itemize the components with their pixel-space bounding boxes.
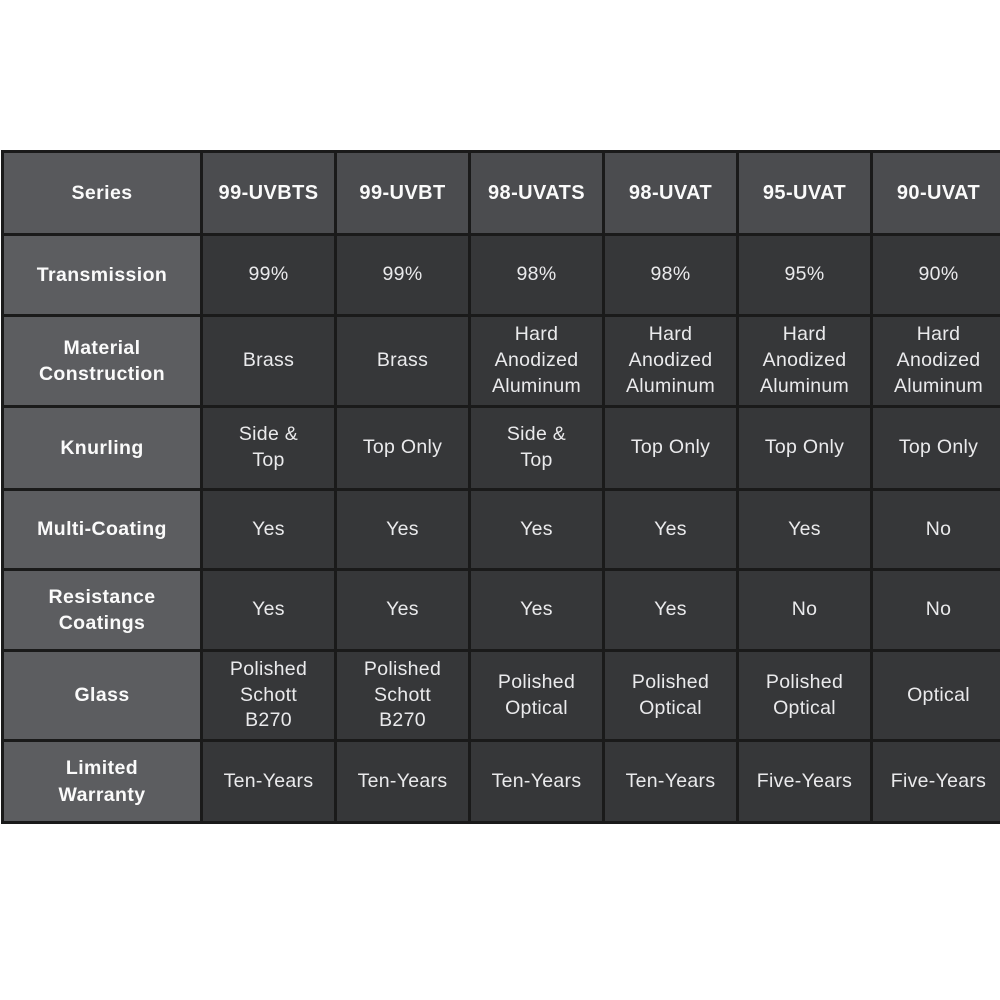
spec-value-cell: Hard Anodized Aluminum xyxy=(468,314,605,408)
row-label-knurling: Knurling xyxy=(1,405,203,491)
spec-value-cell: No xyxy=(870,488,1000,571)
column-header-90-uvat: 90-UVAT xyxy=(870,150,1000,236)
table-row-limited-warranty: Limited Warranty Ten-Years Ten-Years Ten… xyxy=(1,739,1000,824)
row-label-limited-warranty: Limited Warranty xyxy=(1,739,203,824)
spec-value-cell: 98% xyxy=(468,233,605,317)
spec-value-cell: Optical xyxy=(870,649,1000,742)
spec-table-container: Series 99-UVBTS 99-UVBT 98-UVATS 98-UVAT… xyxy=(0,150,1000,824)
spec-value-cell: Yes xyxy=(200,488,337,571)
column-header-95-uvat: 95-UVAT xyxy=(736,150,873,236)
row-label-transmission: Transmission xyxy=(1,233,203,317)
column-header-98-uvat: 98-UVAT xyxy=(602,150,739,236)
table-row-multi-coating: Multi-Coating Yes Yes Yes Yes Yes No xyxy=(1,488,1000,571)
spec-value-cell: Yes xyxy=(200,568,337,652)
spec-value-cell: Yes xyxy=(468,568,605,652)
spec-value-cell: 90% xyxy=(870,233,1000,317)
spec-value-cell: Top Only xyxy=(334,405,471,491)
spec-value-cell: 98% xyxy=(602,233,739,317)
spec-value-cell: 95% xyxy=(736,233,873,317)
spec-value-cell: Polished Optical xyxy=(736,649,873,742)
row-label-material-construction: Material Construction xyxy=(1,314,203,408)
column-header-99-uvbt: 99-UVBT xyxy=(334,150,471,236)
table-row-resistance-coatings: Resistance Coatings Yes Yes Yes Yes No N… xyxy=(1,568,1000,652)
spec-value-cell: Ten-Years xyxy=(334,739,471,824)
spec-value-cell: Hard Anodized Aluminum xyxy=(736,314,873,408)
spec-value-cell: No xyxy=(736,568,873,652)
spec-value-cell: 99% xyxy=(334,233,471,317)
spec-value-cell: Ten-Years xyxy=(200,739,337,824)
spec-value-cell: Brass xyxy=(334,314,471,408)
spec-value-cell: Side & Top xyxy=(468,405,605,491)
spec-value-cell: No xyxy=(870,568,1000,652)
row-label-resistance-coatings: Resistance Coatings xyxy=(1,568,203,652)
spec-value-cell: Five-Years xyxy=(870,739,1000,824)
spec-value-cell: Five-Years xyxy=(736,739,873,824)
table-row-transmission: Transmission 99% 99% 98% 98% 95% 90% xyxy=(1,233,1000,317)
spec-value-cell: Polished Optical xyxy=(468,649,605,742)
spec-value-cell: Top Only xyxy=(736,405,873,491)
column-header-99-uvbts: 99-UVBTS xyxy=(200,150,337,236)
column-header-98-uvats: 98-UVATS xyxy=(468,150,605,236)
spec-value-cell: Top Only xyxy=(602,405,739,491)
spec-value-cell: Yes xyxy=(334,488,471,571)
spec-value-cell: Ten-Years xyxy=(602,739,739,824)
spec-value-cell: Yes xyxy=(736,488,873,571)
spec-value-cell: Yes xyxy=(334,568,471,652)
spec-value-cell: Yes xyxy=(602,568,739,652)
row-label-glass: Glass xyxy=(1,649,203,742)
spec-value-cell: Top Only xyxy=(870,405,1000,491)
spec-value-cell: Polished Schott B270 xyxy=(200,649,337,742)
table-row-knurling: Knurling Side & Top Top Only Side & Top … xyxy=(1,405,1000,491)
spec-value-cell: 99% xyxy=(200,233,337,317)
spec-value-cell: Yes xyxy=(468,488,605,571)
spec-value-cell: Hard Anodized Aluminum xyxy=(602,314,739,408)
header-row: Series 99-UVBTS 99-UVBT 98-UVATS 98-UVAT… xyxy=(1,150,1000,236)
spec-value-cell: Side & Top xyxy=(200,405,337,491)
spec-comparison-table: Series 99-UVBTS 99-UVBT 98-UVATS 98-UVAT… xyxy=(1,150,1000,824)
spec-value-cell: Polished Schott B270 xyxy=(334,649,471,742)
spec-value-cell: Hard Anodized Aluminum xyxy=(870,314,1000,408)
table-row-glass: Glass Polished Schott B270 Polished Scho… xyxy=(1,649,1000,742)
table-row-material-construction: Material Construction Brass Brass Hard A… xyxy=(1,314,1000,408)
spec-value-cell: Yes xyxy=(602,488,739,571)
row-label-multi-coating: Multi-Coating xyxy=(1,488,203,571)
spec-value-cell: Ten-Years xyxy=(468,739,605,824)
column-header-series: Series xyxy=(1,150,203,236)
spec-value-cell: Polished Optical xyxy=(602,649,739,742)
spec-value-cell: Brass xyxy=(200,314,337,408)
